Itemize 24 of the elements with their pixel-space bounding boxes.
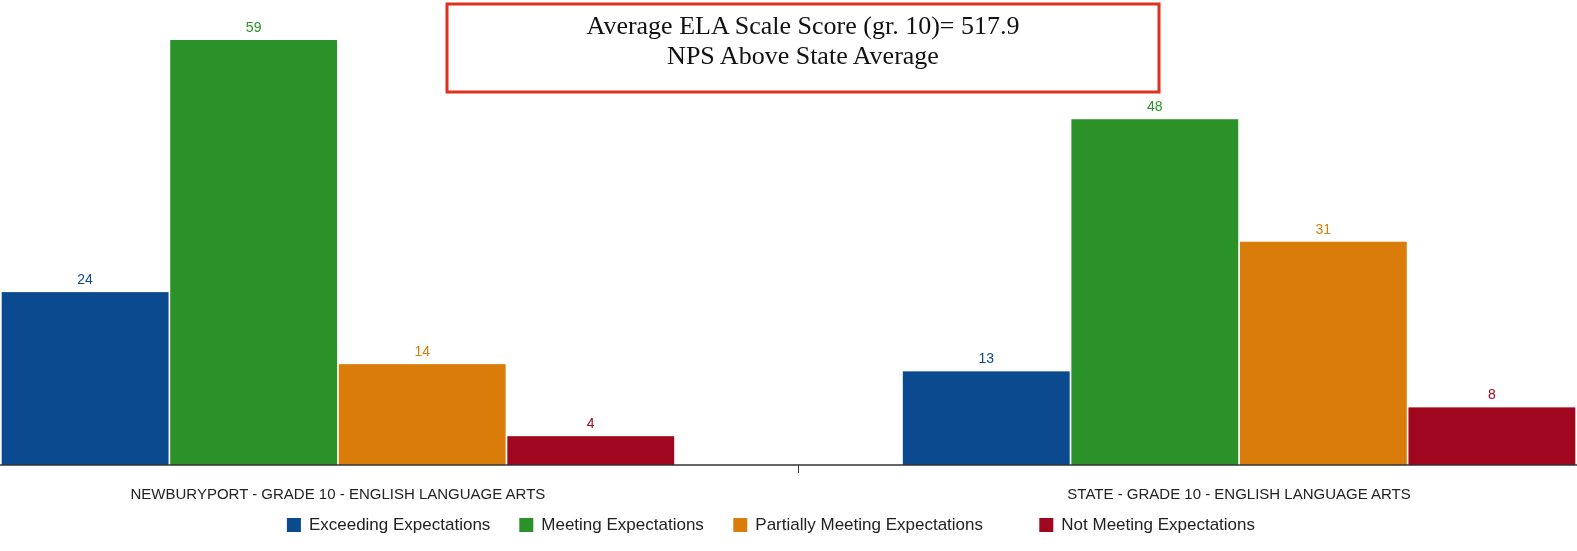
legend-label: Meeting Expectations xyxy=(541,515,704,534)
bar xyxy=(1408,407,1576,465)
legend-label: Exceeding Expectations xyxy=(308,515,491,534)
data-label: 14 xyxy=(414,343,431,360)
bar xyxy=(1071,119,1239,465)
text: Average ELA Scale Score (gr. 10)= 517.9 xyxy=(586,11,1020,40)
data-label: 4 xyxy=(586,415,595,432)
bar xyxy=(1239,241,1407,465)
bar xyxy=(170,40,338,465)
legend-label: Not Meeting Expectations xyxy=(1061,515,1256,534)
data-label: 24 xyxy=(77,271,94,288)
data-label: 31 xyxy=(1315,220,1332,237)
bar xyxy=(507,436,675,465)
annotation: NPS Above State Average xyxy=(667,41,939,70)
bar xyxy=(1,292,169,465)
x-tick-label: STATE - GRADE 10 - ENGLISH LANGUAGE ARTS xyxy=(1067,485,1411,502)
data-label: 13 xyxy=(978,350,995,367)
data-label: 48 xyxy=(1147,98,1163,115)
legend-label: Partially Meeting Expectations xyxy=(755,515,984,534)
bar xyxy=(338,364,506,465)
bar xyxy=(902,371,1070,465)
data-label: 59 xyxy=(245,19,262,35)
data-label: 8 xyxy=(1487,386,1496,403)
x-tick-label: NEWBURYPORT - GRADE 10 - ENGLISH LANGUAGE ARTS xyxy=(130,485,546,502)
